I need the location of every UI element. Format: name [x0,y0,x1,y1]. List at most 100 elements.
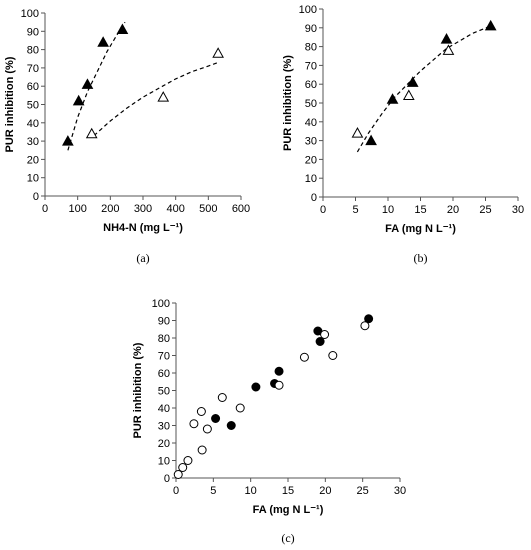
panel-a-x-tick-label: 100 [68,203,86,215]
panel-c-series-1-point [328,351,338,360]
panel-c-x-axis-title: FA (mg N L⁻¹) [253,504,324,516]
panel-c-series-1-point [320,330,330,339]
panel-a-series-1-trendline [93,61,219,137]
panel-a-y-tick-label: 0 [33,191,39,203]
panel-c-y-tick-label: 20 [158,438,170,450]
panel-c-y-tick-label: 30 [158,421,170,433]
panel-b-x-tick-label: 20 [447,204,459,216]
panel-c-series-1-point [274,380,284,390]
panel-c-y-tick-label: 90 [158,316,170,328]
panel-a-x-tick-label: 500 [199,203,217,215]
panel-b-y-tick-label: 100 [299,4,317,16]
panel-c-x-tick-label: 25 [357,485,369,497]
panel-c-series-1-point [202,424,212,434]
panel-a-y-tick-label: 20 [27,154,39,166]
panel-b-series-0-point [440,33,453,44]
panel-c-series-0-point [226,421,236,430]
panel-a-x-tick-label: 300 [134,203,152,215]
panel-a-y-tick-label: 100 [21,8,39,20]
panel-a-y-tick-label: 60 [27,81,39,93]
panel-a-series-1-point [212,47,224,58]
panel-c-y-tick-label: 40 [158,403,170,415]
panel-b-y-tick-label: 30 [305,136,317,148]
panel-b-y-tick-label: 60 [305,79,317,91]
panel-a-series-0-point [116,23,129,34]
panel-b-x-tick-label: 25 [479,204,491,216]
panel-b-x-tick-label: 10 [382,204,394,216]
panel-a-series-0-point [81,78,94,89]
panel-a-series-1-point [85,127,98,139]
chart-panel-c: 0 10 20 30 40 50 60 70 80 90 100 0 5 10 15 20 25 30 FA (mg… [132,298,406,545]
panel-a-x-tick-label: 200 [101,203,119,215]
panel-c-series-1-point [196,407,206,416]
panel-a-series-1-point [157,91,170,102]
panel-c-x-tick-label: 20 [319,485,331,497]
panel-b-y-tick-label: 20 [305,154,317,166]
panel-b-y-tick-label: 50 [305,98,317,110]
panel-a-label: (a) [136,251,149,265]
panel-c-y-axis-title: PUR inhibition (%) [132,342,144,438]
panel-c-x-tick-label: 10 [245,485,257,497]
panel-c-series-1-point [183,456,193,465]
panel-b-x-tick-label: 30 [512,204,524,216]
panel-c-y-tick-label: 0 [164,473,170,485]
panel-a-y-tick-label: 80 [27,45,39,57]
panel-c-y-tick-label: 60 [158,368,170,380]
panel-c-series-0-point [251,382,261,392]
panel-c-series-1-point [360,321,370,331]
panel-a-x-tick-label: 400 [166,203,184,215]
panel-b-y-tick-label: 80 [305,42,317,54]
panel-b-x-tick-label: 5 [352,204,358,216]
panel-b-x-tick-label: 0 [320,204,326,216]
panel-c-series-1-point [173,470,183,479]
panel-c-y-tick-label: 70 [158,351,170,363]
panel-b-y-tick-label: 0 [311,192,317,204]
panel-c-series-0-point [364,314,374,324]
panel-a-y-tick-label: 70 [27,63,39,75]
chart-panel-a: 0 10 20 30 40 50 60 70 80 90 100 0 100 200 300 400 500 60… [4,8,250,265]
panel-c-series-0-point [211,414,221,423]
panel-b-trendline [356,25,491,153]
panel-b-x-axis-title: FA (mg N L⁻¹) [385,223,456,235]
panel-c-label: (c) [281,531,294,545]
panel-b-series-1-point [442,44,455,55]
panel-b-series-0-point [365,134,377,146]
panel-a-series-0-trendline [67,21,126,151]
panel-b-series-0-point [484,19,497,31]
panel-b-y-axis-title: PUR inhibition (%) [282,55,294,151]
panel-a-y-axis-title: PUR inhibition (%) [4,56,16,152]
panel-b-y-tick-label: 70 [305,60,317,72]
panel-a-x-tick-label: 600 [232,203,250,215]
panel-b-series-1-point [351,127,364,138]
panel-c-series-1-point [189,419,199,429]
panel-c-x-tick-label: 0 [173,485,179,497]
panel-a-y-tick-label: 90 [27,26,39,38]
panel-c-y-tick-label: 100 [152,298,170,310]
panel-a-series-0-point [62,135,74,146]
panel-c-y-tick-label: 50 [158,386,170,398]
panel-b-series-0-point [406,76,419,87]
panel-c-y-tick-label: 80 [158,333,170,345]
panel-c-x-tick-label: 30 [394,485,406,497]
panel-a-x-axis-title: NH4-N (mg L⁻¹) [103,222,183,234]
panel-c-series-1-point [299,352,309,362]
panel-b-series-1-point [402,89,415,100]
panel-a-y-tick-label: 30 [27,136,39,148]
panel-a-x-tick-label: 0 [42,203,48,215]
panel-c-series-0-point [315,337,325,346]
panel-b-x-tick-label: 15 [414,204,426,216]
panel-b-label: (b) [414,251,428,265]
panel-b-series-0-point [386,93,399,104]
panel-c-series-1-point [197,445,207,455]
panel-a-y-tick-label: 10 [27,173,39,185]
panel-a-series-0-point [72,94,85,106]
panel-c-series-1-point [235,403,245,413]
panel-c-series-1-point [178,463,188,472]
panel-a-y-tick-label: 40 [27,118,39,130]
panel-c-x-tick-label: 15 [282,485,294,497]
panel-a-y-tick-label: 50 [27,100,39,112]
panel-a-series-0-point [97,36,109,47]
panel-c-series-0-point [274,366,284,376]
panel-c-series-1-point [217,393,227,402]
